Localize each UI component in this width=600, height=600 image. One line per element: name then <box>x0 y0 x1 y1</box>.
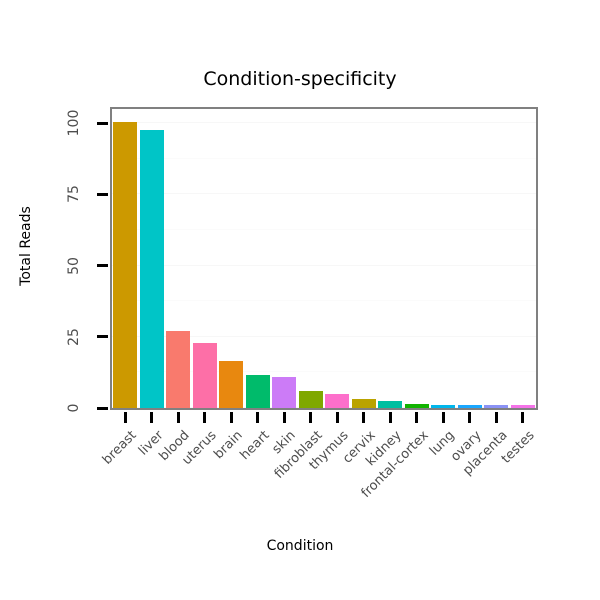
gridline <box>112 335 536 337</box>
x-tick-label: brain <box>211 428 246 463</box>
x-tick-mark <box>256 412 260 423</box>
bar <box>113 121 138 408</box>
x-tick-label: breast <box>100 428 140 468</box>
y-tick-mark <box>97 121 108 125</box>
gridline <box>112 264 536 266</box>
y-tick-label: 50 <box>66 256 82 275</box>
gridline <box>112 407 536 408</box>
gridline <box>112 157 536 159</box>
bar <box>325 393 350 408</box>
bar <box>457 404 482 408</box>
bar <box>272 376 297 408</box>
y-tick-mark <box>97 406 108 410</box>
y-tick-mark <box>97 335 108 339</box>
bar <box>351 398 376 408</box>
y-tick-mark <box>97 264 108 268</box>
y-tick-label: 25 <box>66 327 82 346</box>
bar <box>139 130 164 408</box>
x-tick-mark <box>150 412 154 423</box>
x-tick-mark <box>309 412 313 423</box>
bar <box>219 361 244 408</box>
plot-panel <box>110 107 538 410</box>
x-tick-mark <box>203 412 207 423</box>
gridline <box>112 229 536 231</box>
bar <box>404 404 429 408</box>
x-tick-mark <box>415 412 419 423</box>
gridline <box>112 122 536 124</box>
gridline <box>112 371 536 373</box>
x-tick-mark <box>335 412 339 423</box>
y-axis-title: Total Reads <box>18 206 34 286</box>
x-tick-mark <box>521 412 525 423</box>
x-tick-mark <box>362 412 366 423</box>
bar <box>510 404 535 408</box>
bar <box>298 390 323 408</box>
bar <box>245 375 270 408</box>
gridline <box>112 300 536 302</box>
plot-area <box>112 109 536 408</box>
bar <box>166 331 191 408</box>
y-tick-mark <box>97 192 108 196</box>
bar <box>431 404 456 408</box>
bar <box>484 404 509 408</box>
x-tick-mark <box>441 412 445 423</box>
x-tick-mark <box>229 412 233 423</box>
bar <box>378 401 403 408</box>
chart-title: Condition-specificity <box>203 68 397 90</box>
y-tick-label: 0 <box>66 403 82 413</box>
x-tick-mark <box>176 412 180 423</box>
gridline <box>112 193 536 195</box>
bar <box>192 342 217 408</box>
x-tick-mark <box>468 412 472 423</box>
x-tick-mark <box>123 412 127 423</box>
x-tick-label: heart <box>237 428 273 464</box>
y-tick-label: 100 <box>66 109 82 137</box>
x-tick-mark <box>494 412 498 423</box>
x-tick-mark <box>282 412 286 423</box>
y-tick-label: 75 <box>66 185 82 204</box>
x-axis-title: Condition <box>266 538 334 554</box>
x-tick-mark <box>388 412 392 423</box>
